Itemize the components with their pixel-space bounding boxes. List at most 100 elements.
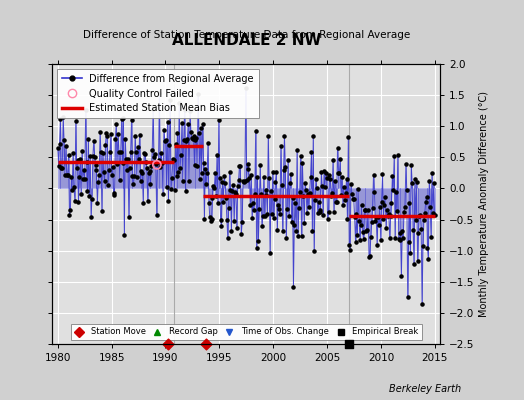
Point	[264, 133, 272, 139]
Point	[205, 214, 214, 220]
Point	[316, 209, 325, 216]
Title: ALLENDALE 2 NW: ALLENDALE 2 NW	[171, 32, 321, 48]
Point	[387, 199, 396, 206]
Point	[85, 193, 93, 199]
Point	[138, 170, 147, 176]
Point	[375, 221, 383, 228]
Point	[423, 245, 432, 251]
Point	[369, 172, 378, 178]
Point	[396, 230, 405, 236]
Point	[270, 196, 279, 202]
Point	[232, 191, 240, 198]
Point	[126, 165, 134, 171]
Point	[245, 174, 254, 181]
Point	[146, 181, 155, 187]
Point	[426, 204, 434, 210]
Point	[379, 216, 388, 223]
Point	[259, 213, 267, 219]
Point	[187, 128, 195, 135]
Point	[422, 193, 431, 200]
Point	[374, 214, 382, 220]
Point	[161, 136, 170, 143]
Point	[267, 188, 275, 194]
Point	[397, 273, 406, 279]
Point	[184, 121, 192, 128]
Point	[247, 172, 255, 178]
Point	[105, 167, 113, 174]
Point	[115, 148, 123, 155]
Point	[380, 202, 388, 208]
Point	[209, 183, 217, 190]
Point	[91, 154, 99, 160]
Point	[72, 118, 80, 124]
Point	[252, 128, 260, 134]
Point	[302, 187, 310, 194]
Point	[172, 173, 181, 179]
Point	[281, 164, 290, 170]
Point	[268, 211, 276, 218]
Point	[83, 188, 92, 194]
Point	[401, 204, 409, 210]
Point	[158, 160, 166, 166]
Point	[339, 201, 347, 208]
Point	[389, 186, 398, 193]
Text: Difference of Station Temperature Data from Regional Average: Difference of Station Temperature Data f…	[83, 30, 410, 40]
Point	[415, 213, 423, 220]
Point	[87, 213, 95, 220]
Point	[202, 341, 210, 347]
Point	[405, 238, 413, 245]
Point	[231, 188, 239, 195]
Point	[53, 144, 62, 151]
Point	[59, 114, 68, 121]
Point	[215, 116, 223, 123]
Point	[297, 233, 305, 239]
Point	[323, 175, 331, 182]
Point	[277, 143, 285, 150]
Point	[280, 133, 289, 140]
Point	[323, 216, 332, 222]
Point	[261, 187, 270, 193]
Point	[200, 216, 209, 222]
Point	[347, 181, 355, 187]
Point	[377, 236, 385, 243]
Point	[62, 143, 70, 150]
Point	[376, 204, 384, 211]
Point	[378, 170, 387, 177]
Point	[356, 236, 364, 243]
Point	[346, 247, 354, 254]
Point	[275, 206, 283, 212]
Point	[152, 162, 161, 168]
Point	[111, 136, 119, 142]
Point	[273, 226, 281, 233]
Point	[216, 217, 225, 223]
Point	[67, 174, 75, 181]
Point	[173, 130, 182, 136]
Point	[284, 157, 292, 164]
Point	[104, 182, 112, 188]
Point	[188, 135, 196, 141]
Point	[344, 341, 353, 347]
Point	[313, 185, 321, 191]
Point	[56, 116, 64, 122]
Point	[301, 180, 309, 186]
Point	[203, 170, 211, 176]
Point	[176, 165, 184, 171]
Point	[390, 153, 398, 159]
Point	[414, 230, 423, 236]
Point	[291, 200, 299, 206]
Point	[151, 160, 160, 167]
Point	[125, 214, 133, 220]
Point	[119, 115, 128, 121]
Point	[226, 187, 235, 193]
Point	[258, 223, 266, 229]
Point	[350, 196, 358, 202]
Point	[234, 183, 242, 189]
Point	[135, 131, 144, 138]
Point	[325, 172, 334, 178]
Point	[194, 91, 202, 97]
Point	[368, 204, 377, 211]
Point	[241, 178, 249, 185]
Point	[86, 153, 94, 159]
Point	[305, 190, 314, 196]
Point	[278, 228, 287, 234]
